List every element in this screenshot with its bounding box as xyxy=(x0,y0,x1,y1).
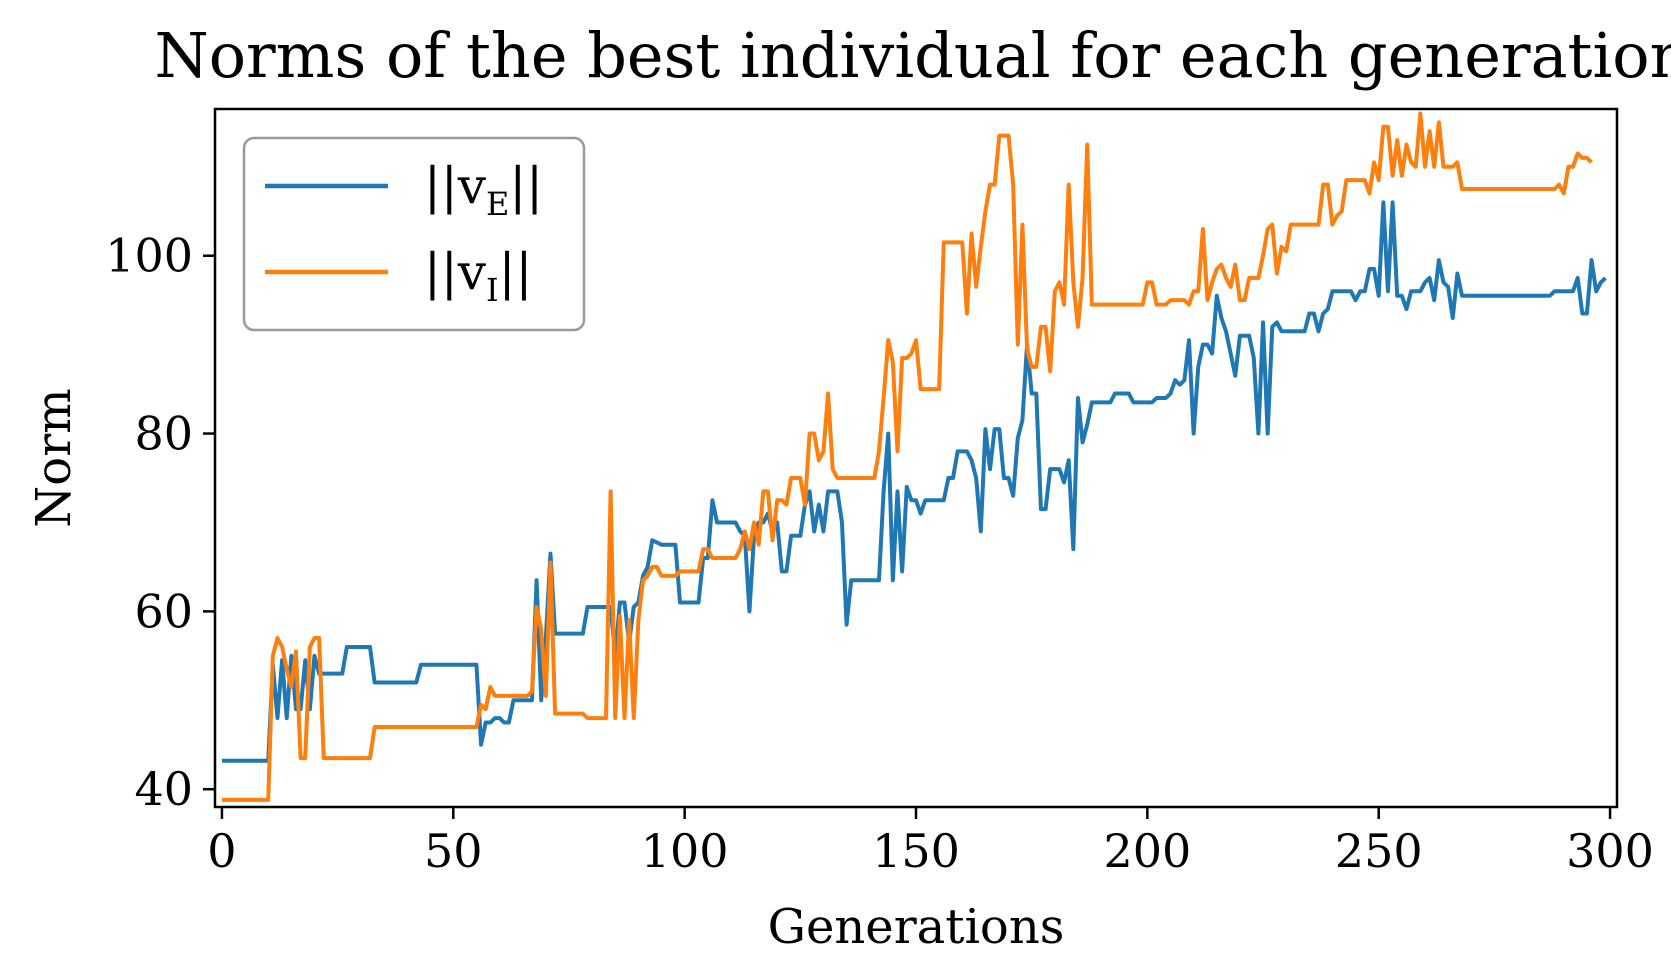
x-axis: 0 50 100 150 200 250 300 xyxy=(207,807,1654,878)
y-axis: 40 60 80 100 xyxy=(105,229,215,816)
legend-label-vi: ||vI|| xyxy=(424,243,532,309)
y-tick-label: 60 xyxy=(134,584,193,638)
series-line-ve xyxy=(221,200,1607,763)
x-tick-label: 300 xyxy=(1566,824,1654,878)
x-tick-label: 150 xyxy=(872,824,960,878)
x-tick-label: 50 xyxy=(424,824,483,878)
y-tick-label: 40 xyxy=(134,762,193,816)
x-tick-label: 200 xyxy=(1103,824,1191,878)
y-axis-label: Norm xyxy=(26,388,82,527)
legend-label-ve: ||vE|| xyxy=(424,157,543,223)
y-tick-label: 80 xyxy=(134,407,193,461)
x-tick-label: 250 xyxy=(1335,824,1423,878)
x-tick-label: 100 xyxy=(641,824,729,878)
series-layer xyxy=(221,111,1607,802)
chart-title: Norms of the best individual for each ge… xyxy=(154,19,1671,92)
legend: ||vE|| ||vI|| xyxy=(242,136,586,332)
series-line-vi xyxy=(221,111,1593,802)
x-axis-label: Generations xyxy=(768,899,1065,955)
y-tick-label: 100 xyxy=(105,229,193,283)
x-tick-label: 0 xyxy=(207,824,236,878)
